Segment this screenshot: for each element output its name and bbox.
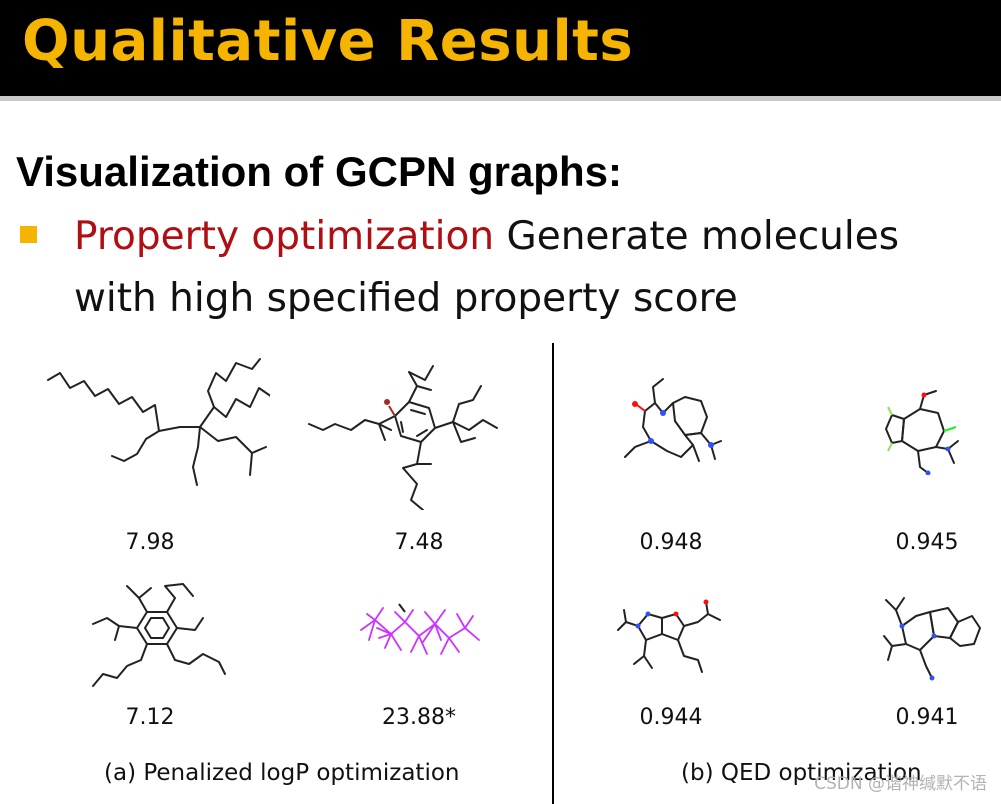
bullet-text: Property optimization Generate molecules…: [74, 206, 974, 330]
score-qed-1: 0.948: [639, 530, 703, 555]
molecule-qed-3: [617, 599, 721, 673]
bullet-square-icon: [20, 226, 37, 243]
score-qed-4: 0.941: [895, 705, 959, 730]
molecule-qed-2: [885, 390, 959, 475]
score-logp-2: 7.48: [394, 530, 444, 555]
molecule-qed-1: [624, 378, 722, 462]
score-qed-2: 0.945: [895, 530, 959, 555]
panel-divider: [552, 343, 554, 804]
caption-right-panel: (b) QED optimization: [681, 760, 922, 786]
molecule-logp-2: [308, 365, 498, 510]
title-underline: [0, 96, 1001, 101]
molecule-logp-4: [360, 603, 480, 655]
bullet-text-line1: Generate molecules: [494, 214, 900, 259]
score-qed-3: 0.944: [639, 705, 703, 730]
slide-subtitle: Visualization of GCPN graphs:: [16, 148, 622, 195]
watermark: CSDN @谐神缄默不语: [814, 774, 987, 794]
title-bar: Qualitative Results: [0, 0, 1001, 96]
molecule-qed-4: [883, 597, 981, 681]
slide-title: Qualitative Results: [22, 9, 634, 74]
molecule-logp-3: [92, 583, 226, 687]
bullet-highlight: Property optimization: [74, 214, 495, 259]
score-logp-1: 7.98: [125, 530, 175, 555]
molecule-logp-1: [47, 358, 270, 486]
caption-left-panel: (a) Penalized logP optimization: [104, 760, 460, 786]
bullet-text-line2: with high specified property score: [74, 276, 738, 321]
score-logp-4: 23.88*: [382, 705, 456, 730]
score-logp-3: 7.12: [125, 705, 175, 730]
